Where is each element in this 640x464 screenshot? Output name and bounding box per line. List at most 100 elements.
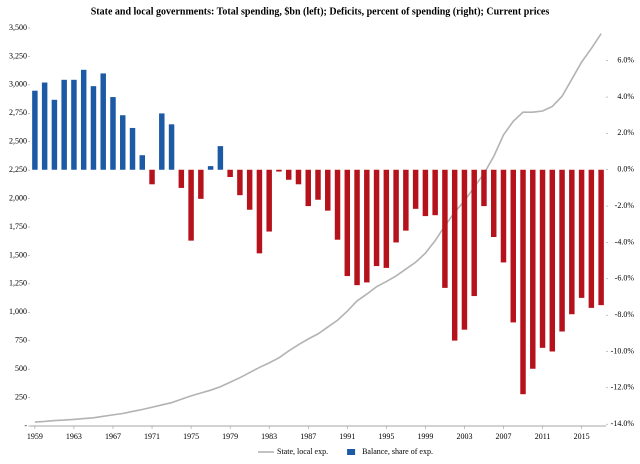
x-tick-label: 1975 bbox=[183, 432, 199, 441]
bar bbox=[207, 166, 214, 170]
bar bbox=[422, 169, 429, 217]
x-tick-label: 1971 bbox=[144, 432, 160, 441]
y2-tick-label: 4.0% bbox=[617, 92, 634, 101]
bar bbox=[315, 169, 321, 200]
bar bbox=[129, 127, 136, 170]
bar bbox=[266, 169, 272, 232]
y2-tick-label: -10.0% bbox=[611, 346, 635, 355]
bar bbox=[285, 169, 292, 180]
bar bbox=[139, 155, 146, 170]
bar bbox=[217, 146, 224, 170]
bar bbox=[373, 169, 380, 267]
bar bbox=[393, 169, 399, 243]
x-tick-label: 2003 bbox=[456, 432, 472, 441]
y2-tick-label: -14.0% bbox=[611, 419, 635, 428]
bar bbox=[198, 169, 204, 199]
bar bbox=[461, 169, 468, 330]
bar bbox=[159, 113, 165, 170]
x-tick-label: 1967 bbox=[105, 432, 121, 441]
x-tick-label: 1963 bbox=[66, 432, 82, 441]
bar bbox=[383, 169, 390, 268]
bar bbox=[510, 169, 516, 323]
bar bbox=[100, 73, 106, 170]
bar bbox=[403, 169, 409, 231]
bar bbox=[71, 79, 77, 170]
bar bbox=[110, 97, 116, 170]
bar bbox=[256, 169, 263, 254]
bar bbox=[539, 169, 546, 348]
x-tick-label: 1959 bbox=[27, 432, 43, 441]
x-tick-label: 2011 bbox=[535, 432, 551, 441]
y2-tick-label: 6.0% bbox=[617, 56, 634, 65]
y2-tick-label: -8.0% bbox=[615, 310, 635, 319]
x-tick-label: 1999 bbox=[417, 432, 433, 441]
y-tick-label: 2,000 bbox=[9, 193, 27, 202]
y2-tick-label: -4.0% bbox=[615, 237, 635, 246]
bar bbox=[237, 169, 243, 196]
y-tick-label: 3,000 bbox=[9, 80, 27, 89]
x-tick-label: 1987 bbox=[300, 432, 316, 441]
y2-tick-label: -2.0% bbox=[615, 201, 635, 210]
bar bbox=[295, 169, 302, 185]
bar bbox=[588, 169, 595, 308]
y-tick-label: 3,250 bbox=[9, 51, 27, 60]
bar bbox=[334, 169, 341, 240]
x-tick-label: 1983 bbox=[261, 432, 277, 441]
line bbox=[34, 33, 602, 423]
bar bbox=[149, 169, 155, 185]
bar bbox=[451, 169, 458, 341]
x-tick-label: 2007 bbox=[495, 432, 511, 441]
bar bbox=[354, 169, 360, 286]
y-tick-label: 1,500 bbox=[9, 250, 27, 259]
y2-tick-label: -6.0% bbox=[615, 274, 635, 283]
bar bbox=[598, 169, 604, 306]
y2-tick-label: -12.0% bbox=[611, 383, 635, 392]
legend-label: Balance, share of exp. bbox=[362, 447, 433, 456]
bar bbox=[168, 124, 175, 170]
legend-swatch bbox=[347, 449, 356, 455]
bar bbox=[520, 169, 526, 395]
bar bbox=[120, 115, 126, 170]
chart-title: State and local governments: Total spend… bbox=[91, 6, 550, 17]
bar bbox=[549, 169, 556, 352]
bar bbox=[276, 169, 282, 172]
y-tick-label: 1,000 bbox=[9, 307, 27, 316]
bar bbox=[227, 169, 233, 178]
y-tick-label: 750 bbox=[15, 336, 27, 345]
y-tick-label: 2,750 bbox=[9, 108, 27, 117]
bar bbox=[325, 169, 331, 211]
bar bbox=[481, 169, 487, 207]
x-tick-label: 1979 bbox=[222, 432, 238, 441]
y-tick-label: - bbox=[24, 421, 27, 430]
legend-label: State, local exp. bbox=[277, 447, 328, 456]
bar bbox=[471, 169, 477, 297]
bar bbox=[246, 169, 253, 210]
bar bbox=[578, 169, 585, 298]
bar bbox=[188, 169, 194, 241]
y2-tick-label: 2.0% bbox=[617, 128, 634, 137]
bar bbox=[442, 169, 448, 288]
y-tick-label: 250 bbox=[15, 392, 27, 401]
bar bbox=[500, 169, 507, 263]
bar bbox=[41, 82, 48, 170]
x-tick-label: 1991 bbox=[339, 432, 355, 441]
y-tick-label: 1,750 bbox=[9, 222, 27, 231]
bar bbox=[412, 169, 419, 209]
y-tick-label: 1,250 bbox=[9, 279, 27, 288]
bar bbox=[530, 169, 536, 369]
y-tick-label: 2,250 bbox=[9, 165, 27, 174]
bar bbox=[90, 86, 97, 170]
bar bbox=[305, 169, 311, 207]
bar bbox=[80, 69, 87, 170]
bar bbox=[344, 169, 351, 277]
y-tick-label: 500 bbox=[15, 364, 27, 373]
bar bbox=[559, 169, 565, 332]
y-tick-label: 3,500 bbox=[9, 23, 27, 32]
bar bbox=[490, 169, 497, 237]
bar bbox=[364, 169, 370, 283]
bar bbox=[178, 169, 185, 188]
bar bbox=[569, 169, 575, 315]
y2-tick-label: 0.0% bbox=[617, 165, 634, 174]
x-tick-label: 2015 bbox=[574, 432, 590, 441]
